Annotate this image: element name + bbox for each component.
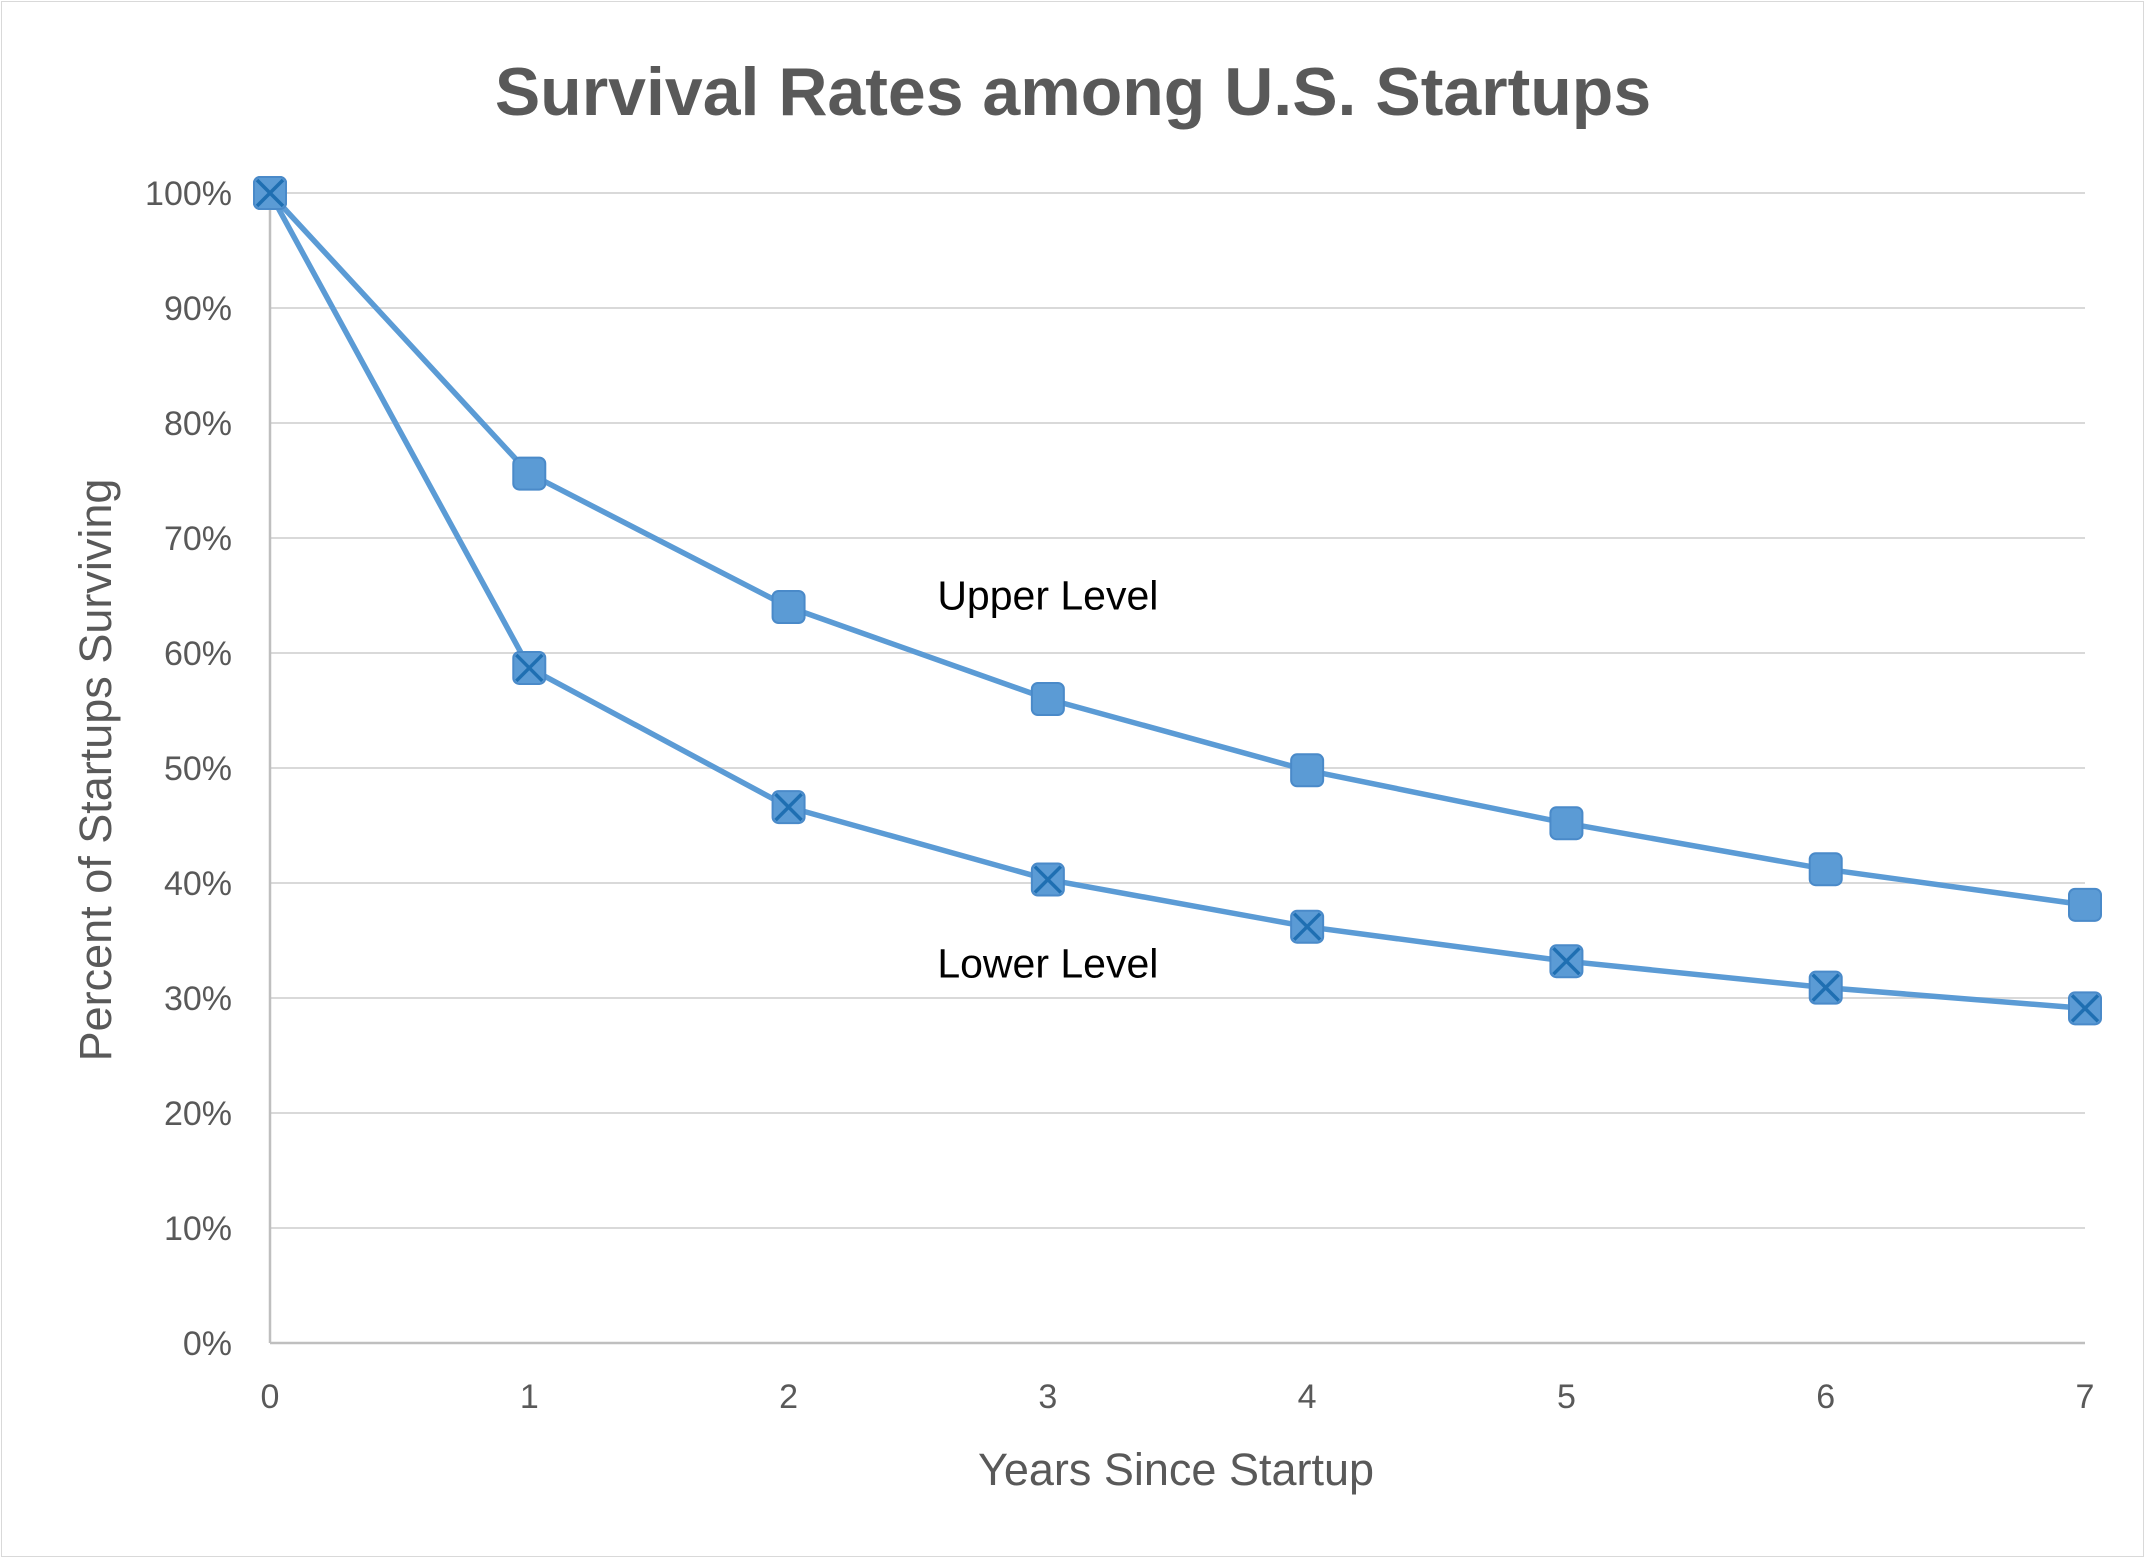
chart-title: Survival Rates among U.S. Startups [495, 54, 1651, 130]
data-point [2068, 887, 2102, 922]
x-axis-title: Years Since Startup [978, 1444, 1374, 1495]
y-tick-label: 30% [164, 980, 232, 1018]
series-2 [253, 176, 2102, 1026]
data-point [1549, 944, 1584, 979]
y-tick-label: 50% [164, 750, 232, 788]
x-tick-label: 2 [779, 1378, 798, 1416]
data-point [771, 590, 806, 624]
y-tick-label: 100% [145, 175, 232, 213]
y-tick-label: 40% [164, 865, 232, 903]
y-tick-labels: 0% 10% 20% 30% 40% 50% 60% 70% 80% 90% 100% [145, 175, 232, 1363]
axes [268, 193, 2085, 1345]
x-tick-label: 6 [1816, 1378, 1835, 1416]
data-point [1290, 753, 1325, 788]
series-1 [253, 176, 2102, 922]
annotation-label: Lower Level [937, 941, 1158, 987]
data-point [1549, 806, 1584, 841]
data-point [512, 456, 547, 491]
y-tick-label: 60% [164, 635, 232, 673]
y-tick-label: 0% [183, 1325, 232, 1363]
data-point [1808, 852, 1843, 887]
x-tick-label: 0 [261, 1378, 280, 1416]
data-point [1030, 682, 1065, 716]
y-tick-label: 70% [164, 520, 232, 558]
data-point [1290, 909, 1325, 944]
series [253, 176, 2102, 1026]
x-tick-label: 7 [2076, 1378, 2095, 1416]
data-point [1808, 970, 1843, 1005]
x-tick-label: 1 [520, 1378, 539, 1416]
y-axis-title: Percent of Startups Surviving [70, 479, 121, 1062]
x-tick-labels: 0 1 2 3 4 5 6 7 [261, 1378, 2095, 1416]
y-tick-label: 80% [164, 405, 232, 443]
x-tick-label: 5 [1557, 1378, 1576, 1416]
data-point [253, 176, 287, 210]
series-line [267, 191, 2086, 1012]
annotations: Upper Level Lower Level [937, 573, 1158, 987]
data-point [2068, 991, 2102, 1026]
data-point [512, 650, 547, 685]
series-line [267, 191, 2086, 908]
x-tick-label: 3 [1038, 1378, 1057, 1416]
y-tick-label: 20% [164, 1095, 232, 1133]
data-point [1030, 862, 1065, 897]
x-tick-label: 4 [1298, 1378, 1317, 1416]
y-tick-label: 90% [164, 290, 232, 328]
data-point [771, 790, 806, 825]
y-tick-label: 10% [164, 1210, 232, 1248]
annotation-label: Upper Level [937, 573, 1158, 619]
grid-lines [270, 192, 2085, 1229]
